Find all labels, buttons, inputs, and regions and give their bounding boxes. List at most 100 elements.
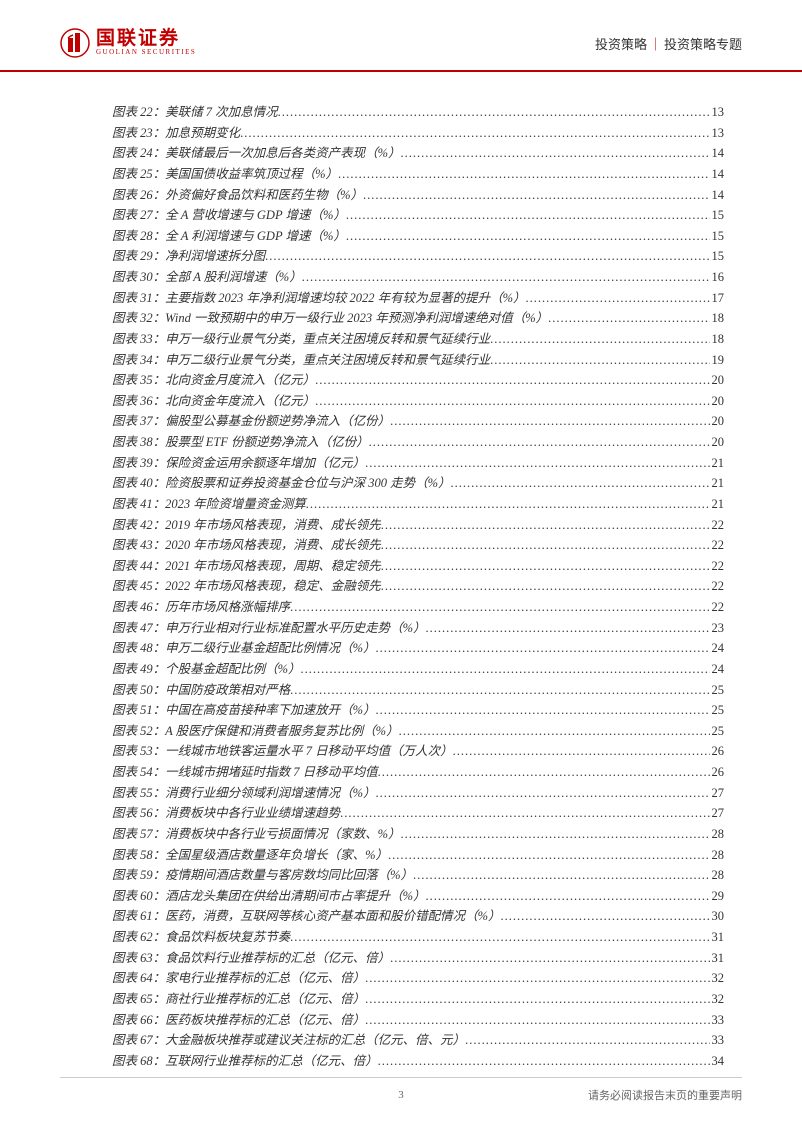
page-number: 3 xyxy=(398,1089,404,1101)
toc-row: 图表 36：北向资金年度流入（亿元）20 xyxy=(112,391,724,412)
logo-container: 国联证券 GUOLIAN SECURITIES xyxy=(60,28,196,58)
toc-row: 图表 35：北向资金月度流入（亿元）20 xyxy=(112,370,724,391)
toc-page-number: 17 xyxy=(710,288,725,309)
toc-page-number: 18 xyxy=(710,308,725,329)
toc-row: 图表 55：消费行业细分领域利润增速情况（%）27 xyxy=(112,783,724,804)
toc-row: 图表 29：净利润增速拆分图15 xyxy=(112,246,724,267)
toc-label: 图表 47：申万行业相对行业标准配置水平历史走势（%） xyxy=(112,618,426,639)
toc-row: 图表 67：大金融板块推荐或建议关注标的汇总（亿元、倍、元）33 xyxy=(112,1030,724,1051)
toc-row: 图表 23：加息预期变化13 xyxy=(112,123,724,144)
toc-page-number: 26 xyxy=(710,762,725,783)
toc-page-number: 28 xyxy=(710,824,725,845)
toc-leader-dots xyxy=(340,803,709,824)
toc-row: 图表 40：险资股票和证券投资基金仓位与沪深 300 走势（%）21 xyxy=(112,473,724,494)
toc-row: 图表 39：保险资金运用余额逐年增加（亿元） 21 xyxy=(112,453,724,474)
toc-leader-dots xyxy=(381,556,710,577)
toc-label: 图表 52：A 股医疗保健和消费者服务复苏比例（%） xyxy=(112,721,399,742)
toc-leader-dots xyxy=(338,164,709,185)
toc-label: 图表 36：北向资金年度流入（亿元） xyxy=(112,391,315,412)
toc-leader-dots xyxy=(290,597,709,618)
toc-leader-dots xyxy=(381,515,710,536)
toc-row: 图表 48：申万二级行业基金超配比例情况（%）24 xyxy=(112,638,724,659)
toc-row: 图表 32：Wind 一致预期中的申万一级行业 2023 年预测净利润增速绝对值… xyxy=(112,308,724,329)
toc-label: 图表 65：商社行业推荐标的汇总（亿元、倍） xyxy=(112,989,365,1010)
toc-leader-dots xyxy=(388,845,709,866)
toc-page-number: 22 xyxy=(710,597,725,618)
toc-page-number: 20 xyxy=(710,370,725,391)
toc-page-number: 22 xyxy=(710,515,725,536)
toc-label: 图表 51：中国在高疫苗接种率下加速放开（%） xyxy=(112,700,376,721)
toc-page-number: 16 xyxy=(710,267,725,288)
toc-row: 图表 25：美国国债收益率筑顶过程（%） 14 xyxy=(112,164,724,185)
toc-leader-dots xyxy=(265,246,709,267)
toc-label: 图表 67：大金融板块推荐或建议关注标的汇总（亿元、倍、元） xyxy=(112,1030,465,1051)
toc-page-number: 22 xyxy=(710,535,725,556)
toc-page-number: 25 xyxy=(710,721,725,742)
toc-row: 图表 52：A 股医疗保健和消费者服务复苏比例（%） 25 xyxy=(112,721,724,742)
toc-leader-dots xyxy=(378,1051,710,1072)
toc-page-number: 22 xyxy=(710,576,725,597)
toc-row: 图表 37：偏股型公募基金份额逆势净流入（亿份）20 xyxy=(112,411,724,432)
toc-label: 图表 40：险资股票和证券投资基金仓位与沪深 300 走势（%） xyxy=(112,473,451,494)
toc-row: 图表 31：主要指数 2023 年净利润增速均较 2022 年有较为显著的提升（… xyxy=(112,288,724,309)
toc-page-number: 24 xyxy=(710,659,725,680)
toc-leader-dots xyxy=(399,721,710,742)
logo-chinese: 国联证券 xyxy=(96,29,196,48)
toc-label: 图表 32：Wind 一致预期中的申万一级行业 2023 年预测净利润增速绝对值… xyxy=(112,308,548,329)
toc-page-number: 25 xyxy=(710,680,725,701)
toc-page-number: 14 xyxy=(710,164,725,185)
toc-leader-dots xyxy=(365,453,709,474)
toc-leader-dots xyxy=(365,1010,709,1031)
toc-leader-dots xyxy=(376,700,710,721)
toc-leader-dots xyxy=(290,680,709,701)
toc-page-number: 19 xyxy=(710,350,725,371)
toc-label: 图表 61：医药，消费，互联网等核心资产基本面和股价错配情况（%） xyxy=(112,906,501,927)
logo-english: GUOLIAN SECURITIES xyxy=(96,48,196,58)
toc-label: 图表 37：偏股型公募基金份额逆势净流入（亿份） xyxy=(112,411,390,432)
toc-page-number: 14 xyxy=(710,185,725,206)
toc-label: 图表 45：2022 年市场风格表现，稳定、金融领先 xyxy=(112,576,381,597)
toc-row: 图表 45：2022 年市场风格表现，稳定、金融领先 22 xyxy=(112,576,724,597)
toc-row: 图表 26：外资偏好食品饮料和医药生物（%）14 xyxy=(112,185,724,206)
toc-label: 图表 30：全部 A 股利润增速（%） xyxy=(112,267,302,288)
toc-page-number: 15 xyxy=(710,246,725,267)
toc-row: 图表 28：全 A 利润增速与 GDP 增速（%）15 xyxy=(112,226,724,247)
toc-row: 图表 66：医药板块推荐标的汇总（亿元、倍）33 xyxy=(112,1010,724,1031)
toc-leader-dots xyxy=(346,226,710,247)
toc-leader-dots xyxy=(501,906,710,927)
toc-leader-dots xyxy=(490,329,709,350)
toc-leader-dots xyxy=(465,1030,709,1051)
toc-label: 图表 57：消费板块中各行业亏损面情况（家数、%） xyxy=(112,824,401,845)
toc-content: 图表 22：美联储 7 次加息情况13图表 23：加息预期变化13图表 24：美… xyxy=(0,72,802,1091)
toc-label: 图表 25：美国国债收益率筑顶过程（%） xyxy=(112,164,338,185)
toc-row: 图表 64：家电行业推荐标的汇总（亿元、倍）32 xyxy=(112,968,724,989)
toc-page-number: 27 xyxy=(710,803,725,824)
toc-leader-dots xyxy=(381,535,710,556)
toc-page-number: 23 xyxy=(710,618,725,639)
toc-page-number: 24 xyxy=(710,638,725,659)
toc-row: 图表 58：全国星级酒店数量逐年负增长（家、%）28 xyxy=(112,845,724,866)
toc-leader-dots xyxy=(290,927,709,948)
toc-label: 图表 66：医药板块推荐标的汇总（亿元、倍） xyxy=(112,1010,365,1031)
toc-label: 图表 27：全 A 营收增速与 GDP 增速（%） xyxy=(112,205,346,226)
toc-page-number: 31 xyxy=(710,948,725,969)
toc-row: 图表 56：消费板块中各行业业绩增速趋势 27 xyxy=(112,803,724,824)
toc-label: 图表 49：个股基金超配比例（%） xyxy=(112,659,301,680)
toc-row: 图表 46：历年市场风格涨幅排序22 xyxy=(112,597,724,618)
toc-leader-dots xyxy=(401,143,710,164)
toc-leader-dots xyxy=(390,948,709,969)
toc-label: 图表 38：股票型 ETF 份额逆势净流入（亿份） xyxy=(112,432,369,453)
toc-label: 图表 68：互联网行业推荐标的汇总（亿元、倍） xyxy=(112,1051,378,1072)
toc-row: 图表 51：中国在高疫苗接种率下加速放开（%）25 xyxy=(112,700,724,721)
toc-label: 图表 23：加息预期变化 xyxy=(112,123,240,144)
toc-row: 图表 30：全部 A 股利润增速（%） 16 xyxy=(112,267,724,288)
toc-page-number: 21 xyxy=(710,494,725,515)
toc-leader-dots xyxy=(390,411,709,432)
toc-leader-dots xyxy=(453,741,710,762)
toc-leader-dots xyxy=(548,308,709,329)
toc-label: 图表 39：保险资金运用余额逐年增加（亿元） xyxy=(112,453,365,474)
toc-label: 图表 56：消费板块中各行业业绩增速趋势 xyxy=(112,803,340,824)
toc-leader-dots xyxy=(378,762,710,783)
toc-page-number: 21 xyxy=(710,453,725,474)
toc-row: 图表 47：申万行业相对行业标准配置水平历史走势（%） 23 xyxy=(112,618,724,639)
